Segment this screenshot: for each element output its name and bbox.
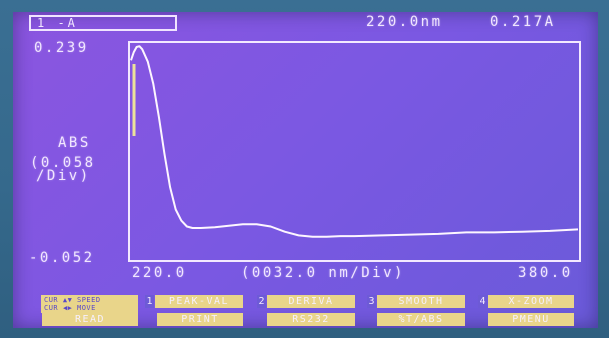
softkey-2-number: 2 [257, 295, 266, 308]
softkey-1-number: 1 [145, 295, 154, 308]
x-zoom-button[interactable]: X-ZOOM [488, 295, 574, 308]
cursor-absorbance-readout: 0.217A [490, 14, 556, 30]
percent-t-abs-button[interactable]: %T/ABS [377, 313, 465, 326]
x-axis-max-label: 380.0 [518, 265, 573, 281]
x-axis-min-label: 220.0 [132, 265, 187, 281]
lcd-screen [13, 12, 598, 328]
y-axis-min-label: -0.052 [29, 250, 95, 266]
cursor-speed-move-key[interactable]: CUR ▲▼ SPEED CUR ◀▶ MOVE [41, 295, 138, 313]
softkey-3-number: 3 [367, 295, 376, 308]
y-axis-max-label: 0.239 [34, 40, 89, 56]
rs232-button[interactable]: RS232 [267, 313, 355, 326]
y-axis-scale-unit: /Div) [36, 168, 91, 184]
read-button[interactable]: READ [42, 313, 138, 326]
absorbance-trace [130, 45, 579, 238]
print-button[interactable]: PRINT [157, 313, 243, 326]
x-axis-scale-label: (0032.0 nm/Div) [241, 265, 405, 281]
cursor-speed-label: CUR ▲▼ SPEED [44, 296, 101, 304]
plot-frame [128, 41, 581, 262]
y-axis-scale-value: (0.058 [30, 155, 96, 171]
cursor-move-label: CUR ◀▶ MOVE [44, 304, 96, 312]
smooth-button[interactable]: SMOOTH [377, 295, 465, 308]
y-axis-title: ABS [58, 135, 91, 151]
peak-val-button[interactable]: PEAK-VAL [155, 295, 243, 308]
softkey-4-number: 4 [478, 295, 487, 308]
mode-indicator: 1 -A [29, 15, 177, 31]
cursor-wavelength-readout: 220.0nm [366, 14, 443, 30]
pmenu-button[interactable]: PMENU [488, 313, 574, 326]
deriva-button[interactable]: DERIVA [267, 295, 355, 308]
